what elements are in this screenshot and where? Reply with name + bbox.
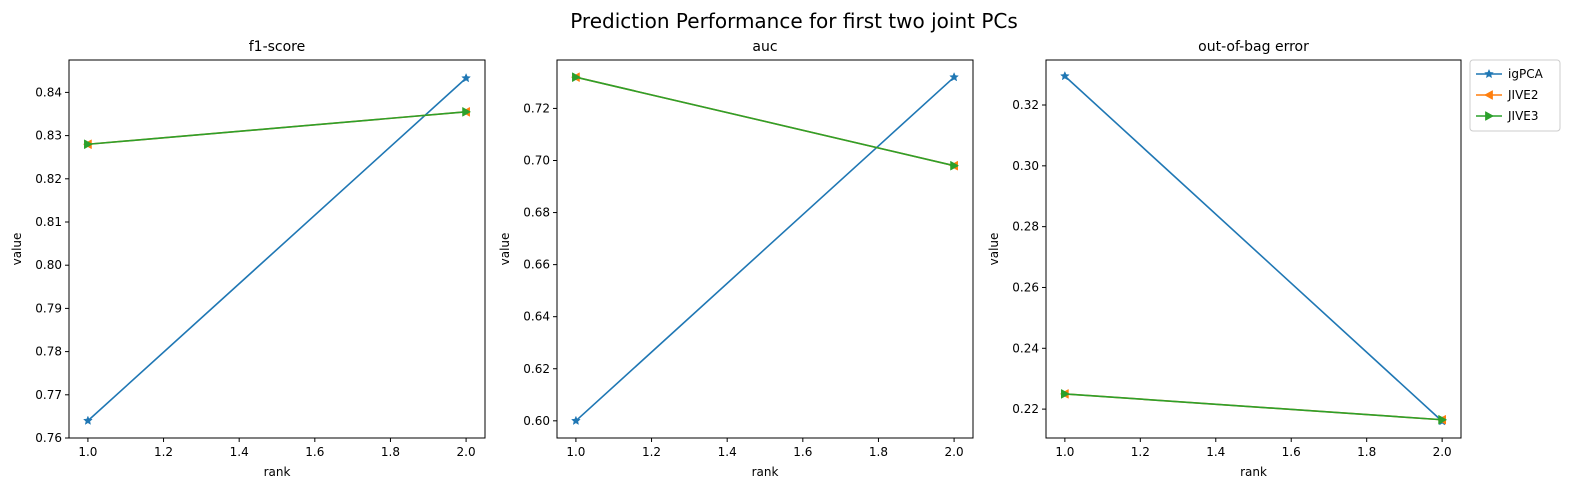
x-axis-label: rank	[1240, 465, 1267, 479]
y-tick-label: 0.84	[35, 85, 62, 99]
x-tick-label: 1.8	[1357, 445, 1376, 459]
legend-label-JIVE2: JIVE2	[1507, 88, 1539, 102]
legend-frame	[1469, 59, 1561, 132]
y-tick-label: 0.62	[523, 362, 550, 376]
series-line-JIVE3	[87, 111, 467, 146]
y-tick-label: 0.32	[1012, 98, 1039, 112]
data-point-JIVE3	[950, 160, 960, 171]
subplot-2: auc 1.0 1.2 1.4 1.6 1.8 2.0 0.60 0.62 0.64 0.66 0.6…	[498, 39, 974, 479]
y-tick-label: 0.68	[523, 206, 550, 220]
data-point-JIVE3	[1061, 388, 1070, 399]
data-point-igPCA	[949, 72, 959, 82]
legend-marker-JIVE3	[1485, 111, 1495, 121]
legend-label-JIVE3: JIVE3	[1507, 109, 1539, 123]
y-axis-label: value	[987, 233, 1001, 266]
figure-title: Prediction Performance for first two joi…	[570, 9, 1018, 33]
x-tick-label: 1.8	[869, 445, 888, 459]
y-tick-label: 0.66	[523, 258, 550, 272]
x-tick-label: 2.0	[457, 445, 476, 459]
data-point-igPCA	[83, 415, 93, 425]
data-point-JIVE3	[1438, 414, 1448, 425]
x-tick-label: 1.4	[718, 445, 737, 459]
y-axis-label: value	[10, 233, 24, 266]
x-tick-label: 1.0	[78, 445, 97, 459]
series-line-igPCA	[1064, 75, 1443, 422]
y-tick-label: 0.77	[35, 388, 62, 402]
data-point-igPCA	[1059, 70, 1070, 81]
x-tick-label: 1.6	[793, 445, 812, 459]
subplot-title: auc	[752, 39, 777, 55]
series-line-igPCA	[575, 76, 955, 422]
data-point-igPCA	[571, 415, 581, 425]
x-tick-label: 1.0	[566, 445, 585, 459]
subplot-title: out-of-bag error	[1198, 39, 1309, 55]
y-tick-label: 0.78	[35, 345, 62, 359]
x-tick-label: 2.0	[945, 445, 964, 459]
y-tick-label: 0.79	[35, 301, 62, 315]
plot-area-frame	[556, 59, 974, 439]
data-point-JIVE3	[572, 72, 581, 83]
x-tick-label: 1.2	[1131, 445, 1150, 459]
subplot-title: f1-score	[249, 39, 306, 55]
x-tick-label: 1.2	[154, 445, 173, 459]
series-line-JIVE3	[1064, 393, 1443, 421]
y-tick-label: 0.83	[35, 129, 62, 143]
y-tick-label: 0.26	[1012, 280, 1039, 294]
series-line-igPCA	[87, 77, 467, 422]
y-tick-label: 0.64	[523, 310, 550, 324]
series-line-JIVE3	[575, 76, 955, 167]
chart-panels: f1-score 1.0 1.2 1.4 1.6 1.8 2.0 0.76 0.77 0.78 0.…	[10, 39, 1462, 479]
y-tick-label: 0.24	[1012, 341, 1039, 355]
y-tick-label: 0.81	[35, 215, 62, 229]
legend-label-igPCA: igPCA	[1508, 67, 1544, 81]
y-tick-label: 0.60	[523, 414, 550, 428]
x-tick-label: 1.2	[642, 445, 661, 459]
data-point-JIVE3	[84, 139, 93, 150]
x-axis-label: rank	[752, 465, 779, 479]
y-tick-label: 0.70	[523, 153, 550, 167]
x-axis-label: rank	[264, 465, 291, 479]
x-tick-label: 1.6	[1282, 445, 1301, 459]
y-tick-label: 0.82	[35, 172, 62, 186]
subplot-3: out-of-bag error 1.0 1.2 1.4 1.6 1.8 2.0 0.22 0.…	[987, 39, 1462, 479]
data-point-igPCA	[461, 72, 471, 83]
subplot-1: f1-score 1.0 1.2 1.4 1.6 1.8 2.0 0.76 0.77 0.78 0.…	[10, 39, 486, 479]
y-tick-label: 0.76	[35, 431, 62, 445]
y-tick-label: 0.30	[1012, 159, 1039, 173]
plot-area-frame	[68, 59, 486, 439]
x-tick-label: 1.0	[1055, 445, 1074, 459]
y-tick-label: 0.72	[523, 101, 550, 115]
y-axis-label: value	[498, 233, 512, 266]
legend: igPCA JIVE2 JIVE3	[1469, 59, 1561, 132]
data-point-JIVE3	[462, 106, 472, 117]
y-tick-label: 0.28	[1012, 220, 1039, 234]
x-tick-label: 1.6	[305, 445, 324, 459]
y-tick-label: 0.22	[1012, 402, 1039, 416]
x-tick-label: 1.4	[230, 445, 249, 459]
x-tick-label: 2.0	[1433, 445, 1452, 459]
plot-area-frame	[1045, 59, 1462, 439]
x-tick-label: 1.8	[381, 445, 400, 459]
legend-marker-JIVE2	[1483, 90, 1493, 100]
legend-marker-igPCA	[1484, 68, 1494, 79]
y-tick-label: 0.80	[35, 258, 62, 272]
x-tick-label: 1.4	[1206, 445, 1225, 459]
